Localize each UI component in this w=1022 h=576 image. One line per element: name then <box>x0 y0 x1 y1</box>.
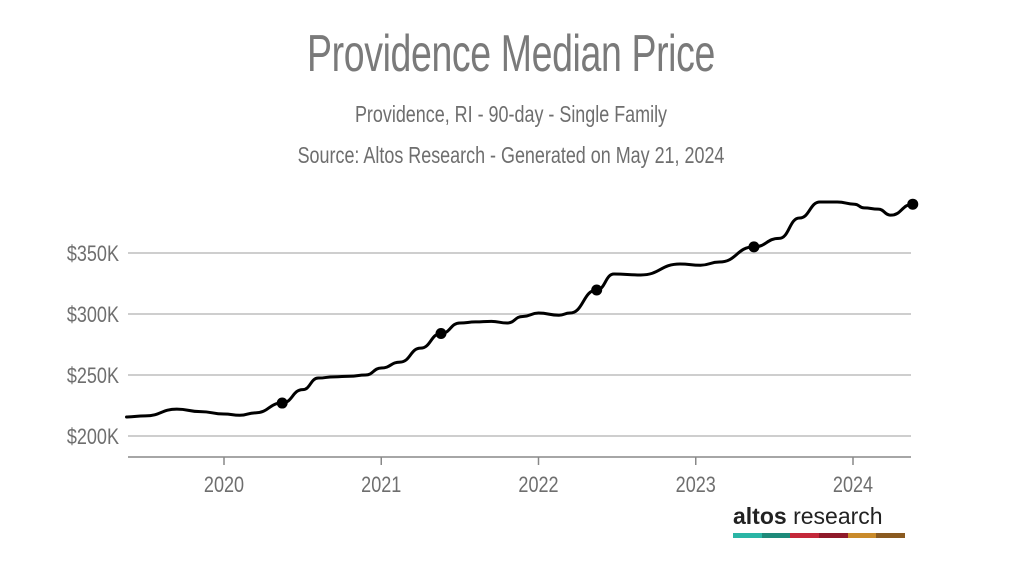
series-marker <box>591 284 603 296</box>
logo-bar-segment <box>819 533 848 538</box>
chart-subtitle: Providence, RI - 90-day - Single Family <box>354 101 668 127</box>
chart-title: Providence Median Price <box>307 25 715 83</box>
series-line <box>125 200 915 419</box>
chart-source: Source: Altos Research - Generated on Ma… <box>297 142 725 168</box>
y-tick-label: $350K <box>67 242 120 266</box>
x-tick-label: 2023 <box>676 473 716 497</box>
logo-brand-light: research <box>793 503 883 529</box>
logo-bar-segment <box>761 533 791 538</box>
logo-brand-bold: altos <box>733 503 787 529</box>
x-tick-label: 2024 <box>833 473 873 497</box>
x-tick-label: 2022 <box>518 473 558 497</box>
x-tick-label: 2020 <box>204 473 244 497</box>
y-tick-label: $200K <box>67 425 120 449</box>
series-marker <box>748 241 760 253</box>
logo-bar-segment <box>790 533 820 538</box>
series-marker <box>907 198 919 210</box>
logo-bar-segment <box>876 533 906 538</box>
logo-bar-segment <box>847 533 877 538</box>
logo-text: altos research <box>733 503 905 530</box>
y-tick-label: $250K <box>67 364 120 388</box>
series-marker <box>276 397 288 409</box>
logo-color-bar <box>733 533 906 538</box>
altos-research-logo: altos research <box>733 503 906 538</box>
y-tick-label: $300K <box>67 303 120 327</box>
logo-bar-segment <box>733 533 762 538</box>
x-tick-label: 2021 <box>361 473 401 497</box>
series-marker <box>435 328 447 340</box>
